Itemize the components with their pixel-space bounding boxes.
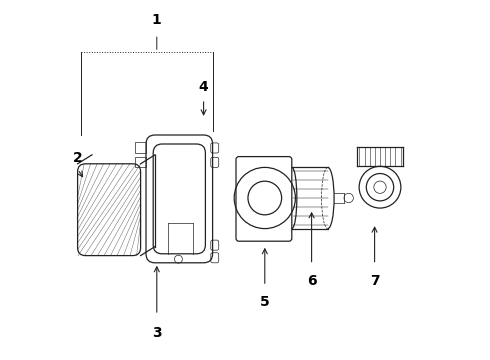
Text: 3: 3 (152, 326, 162, 340)
Text: 7: 7 (370, 274, 379, 288)
Text: 1: 1 (152, 13, 162, 27)
Text: 5: 5 (260, 295, 270, 309)
Text: 6: 6 (307, 274, 317, 288)
Text: 4: 4 (199, 80, 208, 94)
Text: 2: 2 (73, 152, 82, 165)
